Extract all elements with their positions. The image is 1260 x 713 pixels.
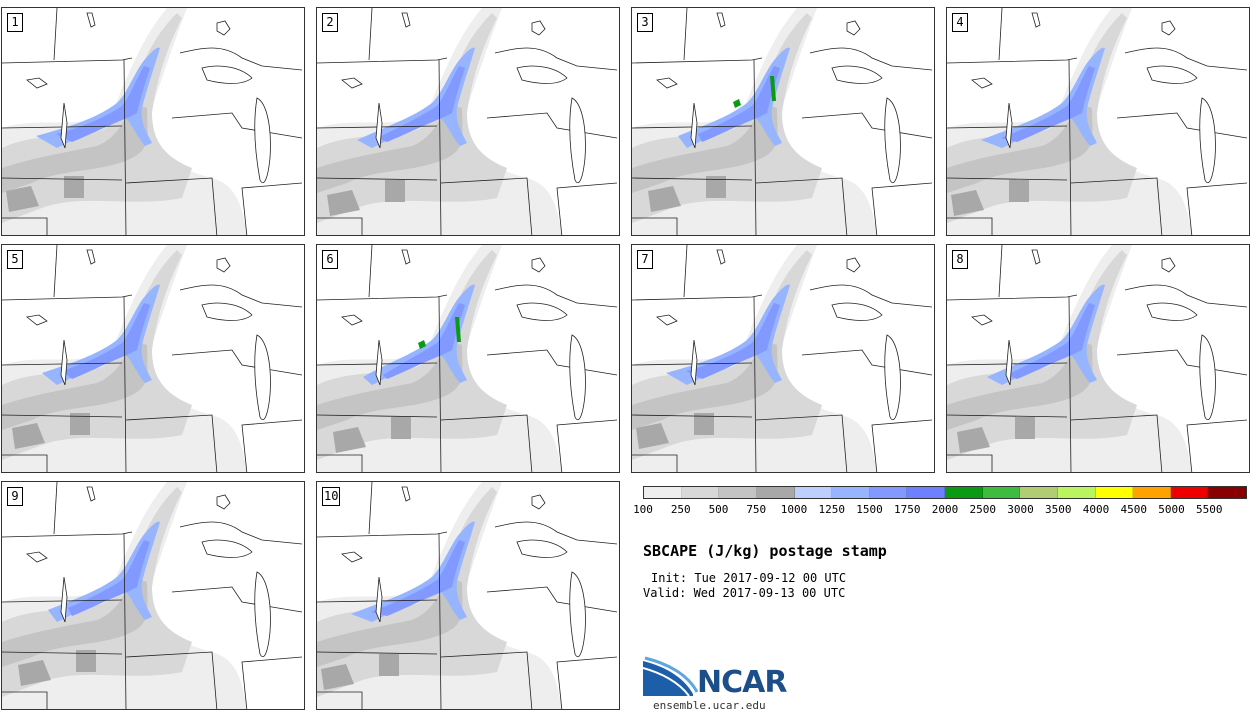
init-time: Init: Tue 2017-09-12 00 UTC bbox=[651, 571, 847, 585]
ensemble-member-map: 7 bbox=[631, 244, 935, 473]
colorbar-tick-label: 1000 bbox=[780, 503, 808, 516]
member-number-label: 5 bbox=[7, 250, 23, 269]
colorbar-swatch bbox=[1133, 487, 1171, 498]
ensemble-member-map: 3 bbox=[631, 7, 935, 236]
colorbar-swatch bbox=[945, 487, 983, 498]
colorbar-swatch bbox=[1170, 487, 1209, 498]
ensemble-member-map: 6 bbox=[316, 244, 620, 473]
member-number-label: 1 bbox=[7, 13, 23, 32]
member-number-label: 4 bbox=[952, 13, 968, 32]
plot-title: SBCAPE (J/kg) postage stamp bbox=[643, 542, 887, 560]
colorbar-tick-label: 4000 bbox=[1082, 503, 1110, 516]
colorbar-tick-label: 750 bbox=[746, 503, 767, 516]
colorbar-swatch bbox=[982, 487, 1021, 498]
member-number-label: 3 bbox=[637, 13, 653, 32]
ncar-logo-icon bbox=[643, 656, 699, 697]
colorbar-tick-label: 1250 bbox=[818, 503, 846, 516]
colorbar-swatch bbox=[794, 487, 833, 498]
colorbar-tick-label: 1750 bbox=[894, 503, 921, 516]
valid-time: Valid: Wed 2017-09-13 00 UTC bbox=[643, 586, 846, 600]
ensemble-member-map: 1 bbox=[1, 7, 305, 236]
colorbar-tick-label: 500 bbox=[708, 503, 729, 516]
colorbar-tick-label: 100 bbox=[633, 503, 653, 516]
colorbar-swatch bbox=[907, 487, 945, 498]
colorbar-swatch bbox=[1057, 487, 1096, 498]
ensemble-member-map: 8 bbox=[946, 244, 1250, 473]
colorbar-swatch bbox=[756, 487, 795, 498]
member-number-label: 2 bbox=[322, 13, 338, 32]
colorbar-swatch bbox=[1020, 487, 1058, 498]
colorbar-tick-label: 2000 bbox=[931, 503, 959, 516]
ncar-logo-text: NCAR bbox=[697, 665, 787, 700]
colorbar bbox=[643, 486, 1247, 499]
colorbar-tick-label: 4500 bbox=[1120, 503, 1148, 516]
colorbar-tick-label: 3000 bbox=[1007, 503, 1034, 516]
colorbar-swatch bbox=[1208, 487, 1246, 498]
ensemble-member-map: 2 bbox=[316, 7, 620, 236]
colorbar-swatch bbox=[869, 487, 908, 498]
member-number-label: 9 bbox=[7, 487, 23, 506]
ensemble-member-map: 10 bbox=[316, 481, 620, 710]
member-number-label: 6 bbox=[322, 250, 338, 269]
member-number-label: 7 bbox=[637, 250, 653, 269]
colorbar-swatch bbox=[719, 487, 757, 498]
colorbar-swatch bbox=[644, 487, 682, 498]
colorbar-tick-label: 3500 bbox=[1045, 503, 1072, 516]
colorbar-tick-label: 250 bbox=[670, 503, 691, 516]
member-number-label: 8 bbox=[952, 250, 968, 269]
site-url: ensemble.ucar.edu bbox=[653, 699, 766, 712]
member-number-label: 10 bbox=[322, 487, 341, 506]
colorbar-tick-label: 5000 bbox=[1158, 503, 1185, 516]
colorbar-swatch bbox=[832, 487, 870, 498]
ensemble-member-map: 4 bbox=[946, 7, 1250, 236]
colorbar-swatch bbox=[681, 487, 720, 498]
colorbar-labels: 100 250 500 750 1000 1250 1500 1750 2000 2500 3000… bbox=[633, 503, 1247, 517]
ensemble-member-map: 9 bbox=[1, 481, 305, 710]
ensemble-member-map: 5 bbox=[1, 244, 305, 473]
colorbar-tick-label: 5500 bbox=[1196, 503, 1223, 516]
colorbar-tick-label: 2500 bbox=[969, 503, 997, 516]
colorbar-swatch bbox=[1095, 487, 1134, 498]
colorbar-tick-label: 1500 bbox=[856, 503, 883, 516]
